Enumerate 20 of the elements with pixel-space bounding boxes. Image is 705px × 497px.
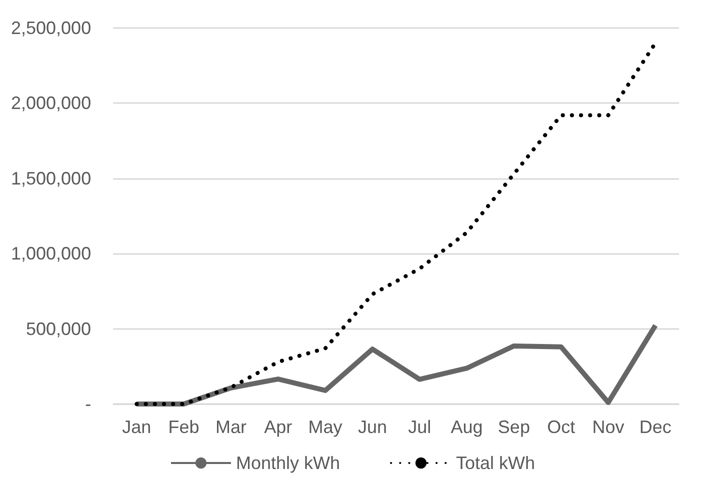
legend-label: Monthly kWh [236, 453, 340, 473]
x-tick-label: Feb [168, 417, 200, 437]
x-tick-label: Mar [215, 417, 246, 437]
y-tick-label: 2,000,000 [11, 93, 92, 114]
x-tick-label: Jul [408, 417, 432, 437]
x-tick-label: Aug [450, 417, 483, 437]
y-tick-label: 2,500,000 [11, 18, 92, 38]
x-tick-label: Jan [122, 417, 152, 437]
x-tick-label: May [308, 417, 342, 437]
x-tick-label: Oct [547, 417, 576, 437]
x-tick-label: Jun [358, 417, 387, 437]
x-tick-label: Dec [639, 417, 672, 437]
x-tick-label: Apr [264, 417, 292, 437]
y-tick-label: 1,000,000 [11, 244, 92, 264]
x-tick-label: Sep [498, 417, 530, 437]
y-tick-label: - [85, 394, 92, 414]
x-tick-label: Nov [592, 417, 624, 437]
y-tick-label: 1,500,000 [11, 168, 92, 188]
y-tick-label: 500,000 [26, 318, 92, 339]
legend-label: Total kWh [456, 453, 536, 473]
